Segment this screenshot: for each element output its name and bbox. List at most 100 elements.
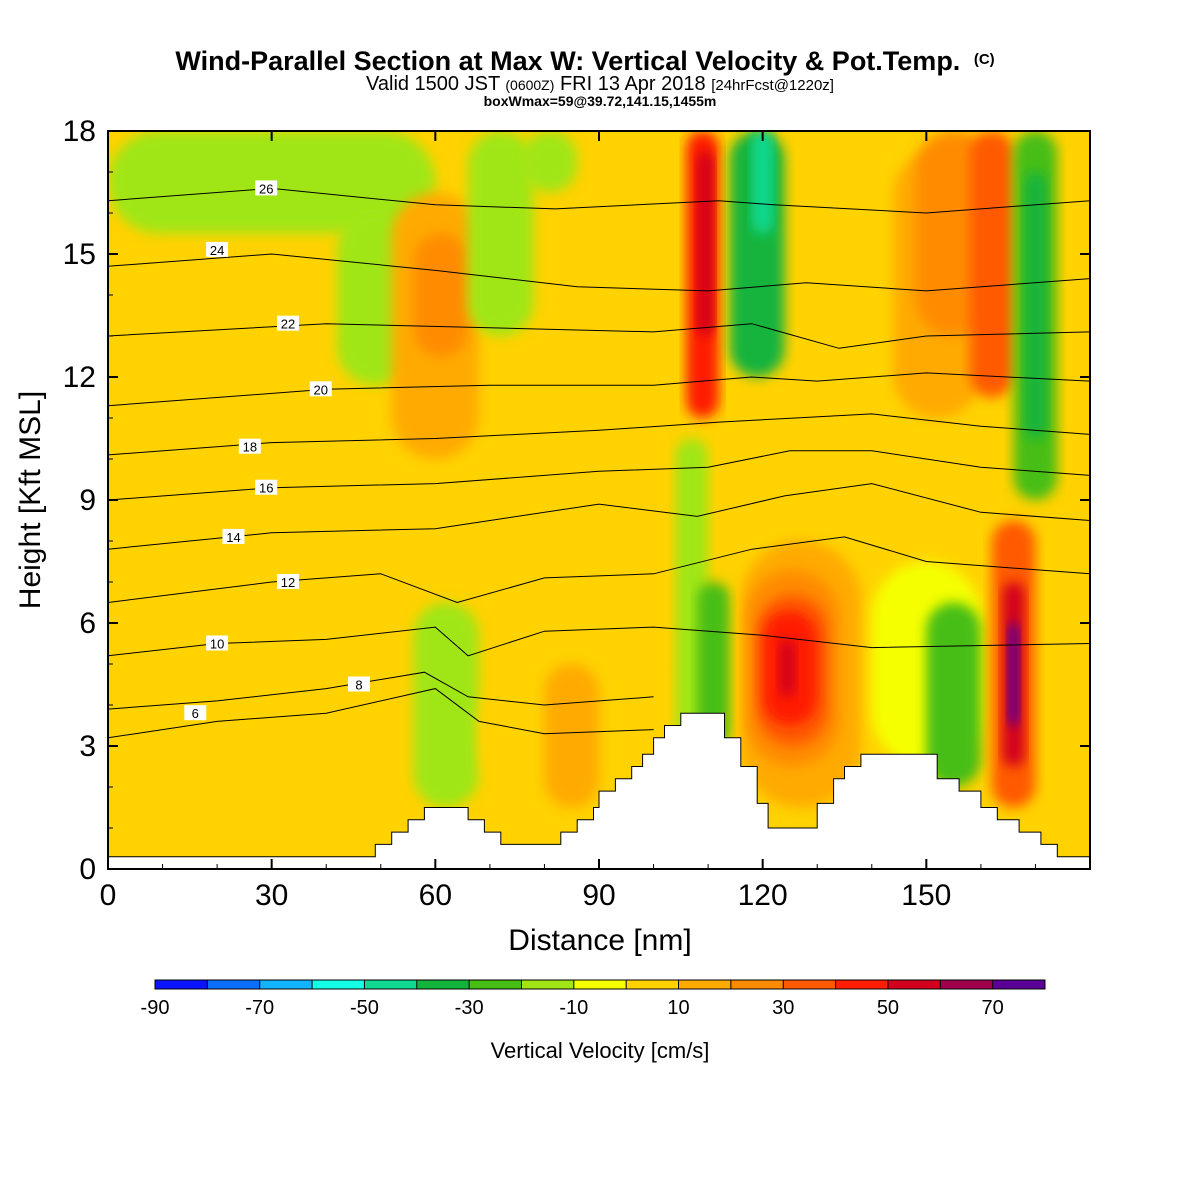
theta-isoline — [108, 372, 1090, 407]
theta-label: 8 — [355, 678, 362, 693]
colorbar-swatch — [626, 980, 680, 989]
velocity-cell — [806, 131, 883, 439]
colorbar-tick-label: 30 — [772, 997, 794, 1019]
colorbar-swatch — [521, 980, 575, 989]
chart-title-mark: (C) — [974, 51, 995, 68]
colorbar-tick-label: 10 — [667, 997, 689, 1019]
theta-label-bg — [347, 676, 370, 692]
theta-isoline — [108, 671, 654, 710]
theta-label: 26 — [259, 181, 273, 196]
velocity-cell — [697, 582, 730, 746]
colorbar-swatch — [155, 980, 208, 989]
theta-isoline — [108, 413, 1090, 456]
theta-label-bg — [184, 705, 207, 721]
theta-isoline — [108, 187, 1090, 214]
velocity-cell — [206, 541, 359, 787]
colorbar-swatch — [992, 980, 1046, 989]
theta-label: 14 — [226, 530, 240, 545]
theta-label-bg — [238, 438, 261, 454]
theta-label: 24 — [210, 243, 224, 258]
chart-subtitle-2: boxWmax=59@39.72,141.15,1455m — [484, 93, 717, 109]
theta-isoline — [108, 688, 654, 739]
colorbar-swatch — [730, 980, 784, 989]
theta-isoline — [108, 253, 1090, 292]
colorbar: -90 -70 -50 -30 -10 10 30 50 70 — [141, 979, 1046, 1019]
subtitle-utc: (0600Z) — [505, 77, 554, 93]
x-tick-label: 60 — [419, 879, 452, 912]
velocity-cell — [544, 664, 599, 808]
theta-label-bg — [309, 381, 332, 397]
velocity-cell — [1024, 172, 1047, 439]
theta-label: 18 — [243, 440, 257, 455]
velocity-cell — [926, 602, 981, 787]
colorbar-swatch — [259, 980, 313, 989]
velocity-cell — [413, 233, 469, 357]
colorbar-label: Vertical Velocity [cm/s] — [491, 1038, 710, 1063]
theta-label: 20 — [314, 382, 328, 397]
theta-label-bg — [277, 315, 300, 331]
axes: 0 30 60 90 120 150 0 3 6 9 12 15 18 — [63, 115, 1090, 912]
theta-label-bg — [206, 241, 229, 257]
velocity-cell — [522, 131, 578, 193]
colorbar-tick-label: 70 — [982, 997, 1004, 1019]
y-tick-label: 18 — [63, 115, 96, 148]
y-tick-label: 12 — [63, 361, 96, 394]
colorbar-swatch — [416, 980, 470, 989]
theta-label-bg — [222, 528, 245, 544]
colorbar-swatch — [783, 980, 837, 989]
y-tick-label: 3 — [79, 730, 96, 763]
theta-isoline — [108, 323, 1090, 349]
colorbar-swatch — [364, 980, 418, 989]
theta-label: 12 — [281, 575, 295, 590]
y-tick-label: 9 — [79, 484, 96, 517]
x-tick-label: 30 — [255, 879, 288, 912]
theta-label: 22 — [281, 317, 295, 332]
colorbar-tick-label: -50 — [350, 997, 379, 1019]
subtitle-prefix: Valid 1500 JST — [366, 73, 500, 95]
theta-isoline — [108, 450, 1090, 501]
theta-label: 6 — [192, 706, 199, 721]
terrain-profile — [108, 712, 1090, 869]
theta-isoline — [108, 483, 1090, 550]
theta-label-bg — [255, 479, 278, 495]
subtitle-forecast: [24hrFcst@1220z] — [711, 77, 834, 94]
chart-subtitle: Valid 1500 JST (0600Z) FRI 13 Apr 2018 [… — [366, 73, 834, 95]
colorbar-swatch — [835, 980, 889, 989]
velocity-cell — [969, 131, 1014, 398]
theta-label: 10 — [210, 637, 224, 652]
theta-label-bg — [255, 180, 278, 196]
velocity-cell — [779, 639, 796, 697]
chart-title-text: Wind-Parallel Section at Max W: Vertical… — [175, 46, 960, 76]
x-tick-label: 0 — [100, 879, 117, 912]
velocity-cell — [413, 602, 479, 808]
colorbar-swatch — [469, 980, 522, 989]
y-tick-label: 6 — [79, 607, 96, 640]
theta-label: 16 — [259, 481, 273, 496]
colorbar-frame — [154, 979, 1046, 990]
colorbar-tick-label: -70 — [245, 997, 274, 1019]
theta-label-bg — [206, 635, 229, 651]
y-axis-label: Height [Kft MSL] — [14, 391, 47, 609]
x-tick-label: 120 — [738, 879, 788, 912]
colorbar-swatch — [887, 980, 941, 989]
colorbar-tick-label: -10 — [559, 997, 588, 1019]
theta-isoline — [108, 626, 1090, 657]
subtitle-date: FRI 13 Apr 2018 — [560, 73, 706, 95]
chart-title: Wind-Parallel Section at Max W: Vertical… — [175, 46, 994, 76]
colorbar-swatch — [678, 980, 732, 989]
theta-isoline — [108, 536, 1090, 604]
colorbar-swatch — [207, 980, 261, 989]
colorbar-swatch — [312, 980, 365, 989]
velocity-cell — [697, 151, 714, 336]
x-axis-label: Distance [nm] — [508, 924, 691, 957]
x-tick-label: 150 — [901, 879, 951, 912]
potential-temperature-isolines: 6 8 10 12 14 16 18 20 22 24 26 — [108, 180, 1090, 739]
velocity-field — [108, 131, 1090, 869]
colorbar-tick-label: -30 — [455, 997, 484, 1019]
x-tick-label: 90 — [582, 879, 615, 912]
theta-label-bg — [277, 574, 300, 589]
colorbar-swatch — [573, 980, 627, 989]
y-tick-label: 0 — [79, 853, 96, 886]
velocity-cell — [751, 131, 774, 234]
